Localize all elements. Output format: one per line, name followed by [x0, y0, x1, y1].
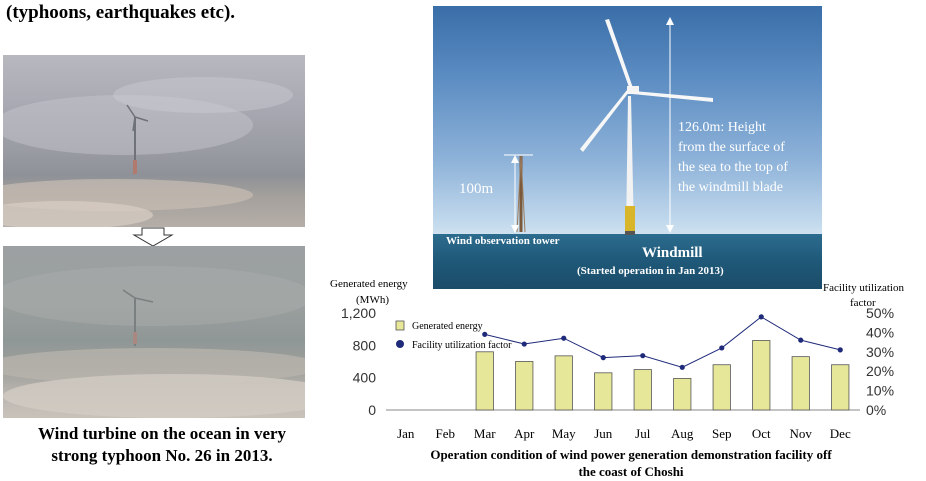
utilization-point: [600, 355, 606, 361]
left-axis-title-line-1: Generated energy: [330, 278, 408, 290]
utilization-point: [837, 347, 843, 353]
windmill-subtitle: (Started operation in Jan 2013): [577, 265, 724, 277]
right-tick-label: 10%: [866, 383, 894, 399]
left-tick-label: 0: [368, 402, 376, 418]
x-tick-label-apr: Apr: [514, 426, 535, 441]
utilization-point: [521, 341, 527, 347]
windmill-label: Windmill: [642, 245, 703, 261]
x-tick-label-nov: Nov: [790, 426, 813, 441]
right-tick-label: 30%: [866, 344, 894, 360]
x-tick-label-jun: Jun: [594, 426, 613, 441]
typhoon-photo-after: [3, 246, 305, 418]
tower-label: Wind observation tower: [446, 235, 560, 247]
legend-bar-label: Generated energy: [412, 321, 483, 332]
right-tick-label: 20%: [866, 363, 894, 379]
utilization-point: [561, 335, 567, 341]
right-tick-label: 0%: [866, 402, 886, 418]
x-tick-label-aug: Aug: [671, 426, 694, 441]
utilization-point: [679, 364, 685, 370]
x-tick-label-sep: Sep: [712, 426, 732, 441]
right-tick-label: 40%: [866, 324, 894, 340]
utilization-point: [640, 353, 646, 359]
x-tick-label-mar: Mar: [474, 426, 496, 441]
left-axis-title-line-2: (MWh): [356, 294, 389, 306]
x-tick-label-oct: Oct: [752, 426, 771, 441]
right-axis-title-line-2: factor: [850, 297, 876, 309]
caption-line-2: strong typhoon No. 26 in 2013.: [51, 446, 273, 465]
typhoon-caption: Wind turbine on the ocean in very strong…: [6, 423, 318, 467]
x-tick-label-dec: Dec: [830, 426, 851, 441]
typhoon-photo-before: [3, 55, 305, 227]
height-line-1: 126.0m: Height: [678, 120, 766, 135]
sea-surface: [433, 234, 822, 289]
legend-bar-swatch: [395, 320, 405, 331]
operation-chart: Generated energy (MWh) Facility utilizatio…: [330, 278, 904, 441]
x-tick-label-feb: Feb: [436, 426, 456, 441]
chart-title-line-2: the coast of Choshi: [578, 464, 684, 479]
height-line-3: the sea to the top of: [678, 160, 789, 175]
energy-bar-aug: [673, 378, 692, 411]
chart-title-line-1: Operation condition of wind power genera…: [430, 447, 832, 462]
x-tick-label-may: May: [552, 426, 576, 441]
down-arrow-icon: [128, 227, 178, 247]
right-tick-label: 50%: [866, 305, 894, 321]
tower-height-label: 100m: [459, 181, 494, 197]
utilization-point: [482, 331, 488, 337]
energy-bar-dec: [831, 364, 850, 411]
energy-bar-sep: [712, 364, 731, 411]
height-annotation: 126.0m: Height from the surface of the s…: [678, 118, 788, 198]
windmill-photo: 126.0m: Height from the surface of the s…: [433, 6, 822, 289]
height-line-4: the windmill blade: [678, 180, 783, 195]
energy-bar-apr: [515, 361, 534, 411]
legend-line-label: Facility utilization factor: [412, 340, 512, 351]
x-tick-label-jul: Jul: [635, 426, 651, 441]
utilization-line: [484, 316, 841, 368]
energy-bar-oct: [752, 340, 771, 411]
legend-line-marker: [396, 340, 404, 348]
left-tick-label: 1,200: [341, 305, 376, 321]
utilization-point: [719, 345, 725, 351]
right-axis-title-line-1: Facility utilization: [823, 282, 904, 294]
energy-bar-nov: [791, 356, 810, 411]
energy-bar-mar: [475, 351, 494, 411]
energy-bar-jun: [594, 372, 613, 411]
header-text: (typhoons, earthquakes etc).: [6, 2, 236, 23]
left-tick-label: 800: [353, 337, 377, 353]
energy-bar-jul: [633, 369, 652, 411]
utilization-point: [758, 314, 764, 320]
utilization-point: [798, 337, 804, 343]
chart-title: Operation condition of wind power genera…: [380, 446, 882, 480]
height-line-2: from the surface of: [678, 140, 785, 155]
energy-bar-may: [554, 355, 573, 411]
left-tick-label: 400: [353, 370, 377, 386]
caption-line-1: Wind turbine on the ocean in very: [37, 424, 287, 443]
x-tick-label-jan: Jan: [397, 426, 415, 441]
